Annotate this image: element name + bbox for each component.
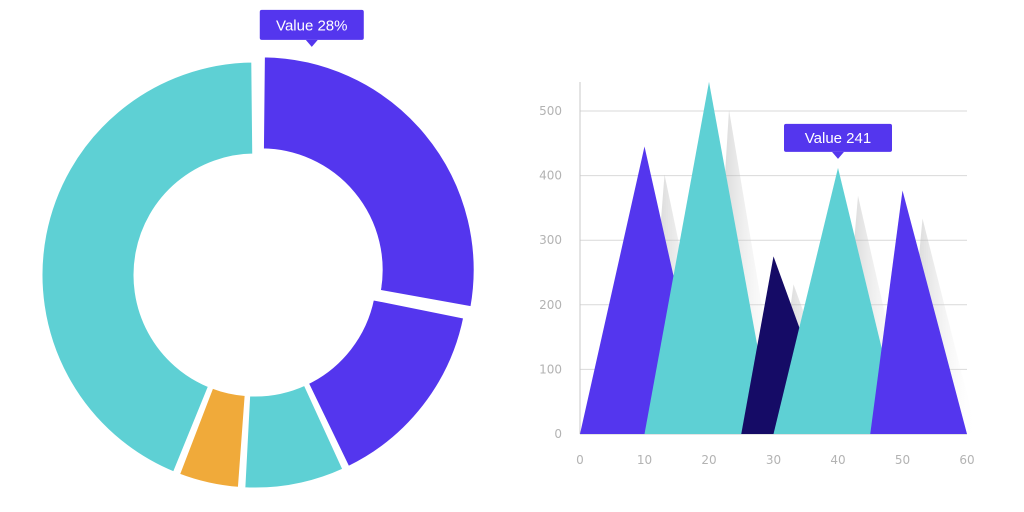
y-tick-label-500: 500 [539,104,562,118]
y-tick-label-100: 100 [539,362,562,376]
peak-tooltip: Value 241 [784,123,892,159]
x-tick-label-50: 50 [895,453,910,467]
donut-tooltip-pointer [305,39,318,47]
donut-tooltip-box [259,9,364,40]
peak-tooltip-text: Value 241 [805,130,871,147]
donut-tooltip: Value 28% [259,9,364,47]
y-tick-label-400: 400 [539,169,562,183]
x-tick-label-10: 10 [637,453,652,467]
peak-tooltip-box [784,123,892,152]
y-tick-label-0: 0 [554,427,562,441]
peak-tooltip-pointer [832,151,844,159]
x-tick-label-20: 20 [701,453,716,467]
donut-chart: Value 28% [39,9,477,491]
y-tick-label-300: 300 [539,233,562,247]
donut-slice-1[interactable] [260,54,477,310]
x-tick-label-60: 60 [959,453,974,467]
peak-5[interactable] [870,190,967,434]
x-tick-label-40: 40 [830,453,845,467]
peak-chart: 0 100 200 300 400 500 0 10 20 30 40 50 60 Value 241 [539,81,977,467]
x-tick-label-30: 30 [766,453,781,467]
donut-slice-5[interactable] [39,59,256,476]
donut-tooltip-text: Value 28% [276,17,347,34]
donut-slice-2[interactable] [305,296,467,470]
y-tick-label-200: 200 [539,298,562,312]
donut-slice-3[interactable] [242,382,347,491]
donut-slice-4[interactable] [176,385,248,491]
peak-2[interactable] [644,81,774,435]
peak-4[interactable] [773,167,903,434]
x-tick-label-0: 0 [576,453,584,467]
